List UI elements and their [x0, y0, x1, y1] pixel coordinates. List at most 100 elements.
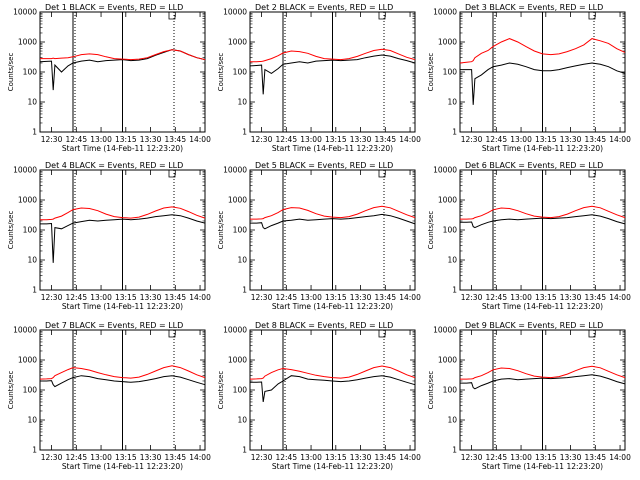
marker-bracket [168, 330, 176, 338]
y-tick-label: 10000 [13, 166, 37, 175]
x-tick-label: 13:15 [535, 135, 557, 144]
y-axis-label: Counts/sec [427, 371, 435, 410]
x-tick-label: 12:30 [41, 135, 63, 144]
x-tick-label: 12:45 [485, 453, 507, 462]
y-tick-label: 1 [32, 286, 37, 295]
x-tick-label: 13:45 [374, 135, 396, 144]
x-tick-label: 12:30 [461, 293, 483, 302]
x-tick-label: 13:15 [325, 293, 347, 302]
x-tick-label: 13:45 [164, 293, 186, 302]
x-tick-label: 13:30 [140, 135, 162, 144]
y-tick-label: 1000 [18, 38, 37, 47]
lld-series-line [250, 205, 416, 220]
events-series-line [40, 375, 206, 388]
x-axis-label: Start Time (14-Feb-11 12:23:20) [272, 462, 393, 471]
y-tick-label: 1000 [228, 38, 247, 47]
panel-title: Det 3 BLACK = Events, RED = LLD [465, 3, 603, 12]
x-tick-label: 13:45 [164, 135, 186, 144]
x-tick-label: 13:45 [584, 135, 606, 144]
x-tick-label: 13:45 [374, 293, 396, 302]
x-tick-label: 13:00 [510, 135, 532, 144]
panel-6: Det 6 BLACK = Events, RED = LLD 1 10 100 100… [427, 161, 631, 311]
x-tick-label: 12:30 [251, 135, 273, 144]
y-tick-label: 10 [27, 98, 37, 107]
y-tick-label: 1 [452, 446, 457, 455]
lld-series-line [250, 48, 416, 63]
panel-title: Det 2 BLACK = Events, RED = LLD [255, 3, 393, 12]
marker-bracket [588, 12, 596, 20]
x-tick-label: 12:30 [251, 293, 273, 302]
x-tick-label: 13:00 [300, 293, 322, 302]
panel-3: Det 3 BLACK = Events, RED = LLD 1 10 100 100… [427, 3, 631, 153]
x-tick-label: 12:45 [275, 135, 297, 144]
x-tick-label: 12:30 [461, 135, 483, 144]
y-tick-label: 10000 [433, 8, 457, 17]
lld-series-line [40, 206, 206, 221]
marker-bracket [378, 12, 386, 20]
y-axis-label: Counts/sec [427, 211, 435, 250]
y-axis-label: Counts/sec [7, 371, 15, 410]
marker-bracket [168, 12, 176, 20]
y-tick-label: 1 [242, 446, 247, 455]
y-tick-label: 10 [447, 256, 457, 265]
x-tick-label: 12:45 [275, 293, 297, 302]
x-tick-label: 14:00 [399, 293, 421, 302]
x-tick-label: 14:00 [189, 453, 211, 462]
x-tick-label: 13:15 [115, 293, 137, 302]
panel-7: Det 7 BLACK = Events, RED = LLD 1 10 100 100… [7, 321, 211, 471]
x-axis-label: Start Time (14-Feb-11 12:23:20) [482, 302, 603, 311]
y-tick-label: 1 [242, 128, 247, 137]
x-tick-label: 14:00 [399, 453, 421, 462]
lld-series-line [459, 38, 626, 64]
x-tick-label: 13:15 [535, 293, 557, 302]
x-axis-label: Start Time (14-Feb-11 12:23:20) [62, 302, 183, 311]
y-tick-label: 100 [233, 68, 248, 77]
x-tick-label: 13:30 [140, 293, 162, 302]
lld-series-line [39, 365, 206, 380]
y-tick-label: 1 [242, 286, 247, 295]
x-tick-label: 14:00 [189, 135, 211, 144]
x-tick-label: 13:30 [350, 135, 372, 144]
x-tick-label: 14:00 [399, 135, 421, 144]
x-tick-label: 12:45 [275, 453, 297, 462]
x-tick-label: 12:45 [65, 293, 87, 302]
marker-bracket [378, 330, 386, 338]
y-axis-label: Counts/sec [217, 371, 225, 410]
y-tick-label: 10000 [433, 166, 457, 175]
y-tick-label: 10 [237, 416, 247, 425]
x-tick-label: 13:00 [90, 293, 112, 302]
y-tick-label: 1 [32, 446, 37, 455]
x-axis-label: Start Time (14-Feb-11 12:23:20) [482, 462, 603, 471]
events-series-line [250, 213, 416, 230]
events-series-line [460, 214, 626, 229]
x-tick-label: 12:30 [41, 293, 63, 302]
y-tick-label: 10 [447, 98, 457, 107]
events-series-line [460, 62, 626, 105]
events-series-line [249, 54, 416, 95]
x-tick-label: 13:30 [140, 453, 162, 462]
x-tick-label: 12:30 [461, 453, 483, 462]
y-tick-label: 1000 [228, 196, 247, 205]
x-tick-label: 13:00 [300, 135, 322, 144]
x-axis-label: Start Time (14-Feb-11 12:23:20) [62, 144, 183, 153]
y-tick-label: 10000 [13, 8, 37, 17]
y-tick-label: 100 [23, 386, 38, 395]
y-tick-label: 10000 [223, 8, 247, 17]
x-tick-label: 14:00 [189, 293, 211, 302]
panel-title: Det 4 BLACK = Events, RED = LLD [45, 161, 183, 170]
lld-series-line [460, 365, 626, 380]
y-tick-label: 100 [23, 68, 38, 77]
panel-4: Det 4 BLACK = Events, RED = LLD 1 10 100 100… [7, 161, 211, 311]
events-series-line [250, 375, 416, 402]
x-tick-label: 12:30 [251, 453, 273, 462]
y-tick-label: 1 [32, 128, 37, 137]
y-tick-label: 10000 [433, 326, 457, 335]
x-tick-label: 13:15 [115, 453, 137, 462]
y-axis-label: Counts/sec [427, 53, 435, 92]
y-tick-label: 1000 [438, 196, 457, 205]
x-tick-label: 13:30 [560, 135, 582, 144]
x-axis-label: Start Time (14-Feb-11 12:23:20) [272, 302, 393, 311]
events-series-line [40, 214, 206, 263]
y-tick-label: 1 [452, 286, 457, 295]
y-tick-label: 100 [233, 226, 248, 235]
